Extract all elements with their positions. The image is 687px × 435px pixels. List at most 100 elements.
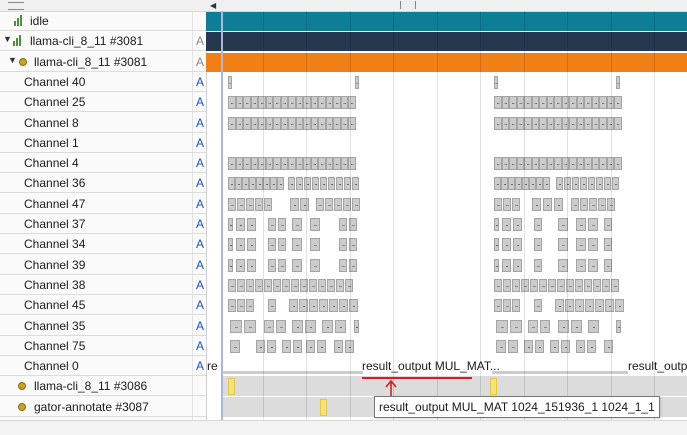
activity-block[interactable]: .. [282, 279, 290, 292]
activity-block[interactable]: .. [344, 177, 351, 190]
activity-block[interactable]: .. [588, 218, 598, 231]
activity-block[interactable]: .. [309, 279, 317, 292]
activity-block[interactable]: .. [235, 117, 243, 130]
activity-block[interactable]: .. [593, 279, 601, 292]
annotation-a-icon[interactable]: A [196, 197, 205, 211]
activity-block[interactable]: .. [278, 238, 286, 251]
activity-block[interactable]: .. [288, 157, 296, 170]
activity-block[interactable]: .. [494, 238, 499, 251]
activity-block[interactable]: .. [539, 117, 547, 130]
activity-block[interactable]: .. [512, 279, 520, 292]
activity-block[interactable]: .. [237, 198, 245, 211]
activity-block[interactable]: .. [349, 218, 357, 231]
marker[interactable] [228, 378, 235, 395]
activity-block[interactable]: .. [596, 177, 603, 190]
activity-block[interactable]: .. [333, 96, 341, 109]
activity-block[interactable]: .. [300, 198, 309, 211]
activity-block[interactable]: .. [494, 157, 502, 170]
scroll-left-icon[interactable]: ◀ [210, 1, 217, 10]
activity-block[interactable]: .. [299, 299, 308, 312]
activity-block[interactable]: .. [237, 299, 245, 312]
annotation-a-icon[interactable]: A [196, 136, 205, 150]
activity-block[interactable]: .. [532, 198, 541, 211]
activity-block[interactable]: .. [588, 320, 599, 333]
activity-block[interactable]: .. [576, 259, 586, 272]
activity-block[interactable]: .. [349, 259, 357, 272]
activity-block[interactable]: .. [306, 340, 315, 353]
activity-block[interactable]: .. [316, 198, 324, 211]
activity-block[interactable]: .. [243, 157, 251, 170]
activity-block[interactable]: .. [548, 279, 556, 292]
activity-block[interactable]: .. [268, 259, 276, 272]
annotation-a-icon[interactable]: A [196, 237, 205, 251]
activity-block[interactable]: .. [543, 198, 552, 211]
activity-block[interactable]: .. [513, 218, 522, 231]
activity-block[interactable]: .. [243, 117, 251, 130]
activity-block[interactable]: .. [512, 299, 520, 312]
activity-block[interactable]: .. [513, 259, 522, 272]
tree-row[interactable]: Channel 45 A [0, 295, 206, 315]
activity-block[interactable]: .. [558, 259, 568, 272]
activity-block[interactable]: .. [258, 117, 266, 130]
activity-block[interactable]: .. [265, 157, 273, 170]
activity-block[interactable]: .. [494, 259, 499, 272]
activity-block[interactable]: .. [515, 177, 522, 190]
activity-block[interactable]: .. [572, 177, 579, 190]
annotation-a-icon[interactable]: A [196, 278, 205, 292]
activity-block[interactable]: .. [327, 279, 335, 292]
timeline-row[interactable]: .................................. [206, 214, 687, 234]
annotation-a-icon[interactable]: A [196, 156, 205, 170]
timeline-row[interactable]: .................................. [206, 234, 687, 254]
activity-block[interactable]: .. [509, 96, 517, 109]
annotation-a-icon[interactable]: A [196, 176, 205, 190]
activity-block[interactable]: .. [282, 340, 291, 353]
activity-block[interactable]: .. [237, 279, 245, 292]
activity-block[interactable]: .. [556, 177, 563, 190]
activity-block[interactable]: .. [340, 117, 348, 130]
activity-block[interactable]: .. [569, 157, 577, 170]
channel0-label[interactable]: result_output [628, 359, 687, 373]
activity-block[interactable]: .. [550, 340, 559, 353]
activity-block[interactable]: .. [348, 157, 356, 170]
activity-block[interactable]: .. [502, 238, 511, 251]
tree-row[interactable]: Channel 38 A [0, 275, 206, 295]
activity-block[interactable]: .. [561, 340, 570, 353]
activity-block[interactable]: .. [317, 340, 326, 353]
activity-block[interactable]: .. [571, 198, 579, 211]
tree-row[interactable]: gator-annotate #3087 [0, 397, 206, 417]
activity-block[interactable]: .. [584, 157, 592, 170]
activity-block[interactable]: .. [534, 259, 542, 272]
annotation-a-icon[interactable]: A [196, 319, 205, 333]
activity-block[interactable]: .. [310, 238, 320, 251]
activity-block[interactable]: .. [228, 157, 236, 170]
activity-block[interactable]: .. [536, 177, 543, 190]
activity-block[interactable]: .. [604, 238, 612, 251]
activity-block[interactable]: .. [605, 299, 614, 312]
activity-block[interactable]: .. [276, 320, 286, 333]
activity-block[interactable]: .. [595, 299, 604, 312]
activity-block[interactable]: .. [534, 218, 542, 231]
activity-block[interactable]: .. [576, 96, 584, 109]
timeline-header[interactable]: ◀ [206, 0, 687, 12]
activity-block[interactable]: .. [352, 198, 360, 211]
activity-block[interactable]: .. [280, 117, 288, 130]
activity-block[interactable]: .. [310, 96, 318, 109]
activity-block[interactable]: .. [292, 320, 303, 333]
activity-block[interactable]: .. [343, 198, 351, 211]
activity-block[interactable]: .. [273, 96, 281, 109]
activity-block[interactable]: .. [318, 279, 326, 292]
activity-block[interactable]: .. [564, 177, 571, 190]
activity-block[interactable]: .. [288, 96, 296, 109]
activity-block[interactable]: .. [539, 279, 547, 292]
channel0-label[interactable]: re [207, 359, 218, 373]
expand-arrow-icon[interactable]: ▼ [3, 34, 12, 44]
activity-block[interactable]: .. [289, 299, 298, 312]
activity-block[interactable]: .. [591, 117, 599, 130]
tree-row[interactable]: Channel 8 A [0, 113, 206, 133]
activity-block[interactable]: .. [230, 320, 242, 333]
activity-block[interactable]: .. [606, 117, 614, 130]
activity-block[interactable]: .. [580, 177, 587, 190]
scroll-thumb[interactable] [400, 1, 416, 9]
activity-block[interactable]: .. [322, 320, 333, 333]
tree-row[interactable]: Channel 75 A [0, 336, 206, 356]
